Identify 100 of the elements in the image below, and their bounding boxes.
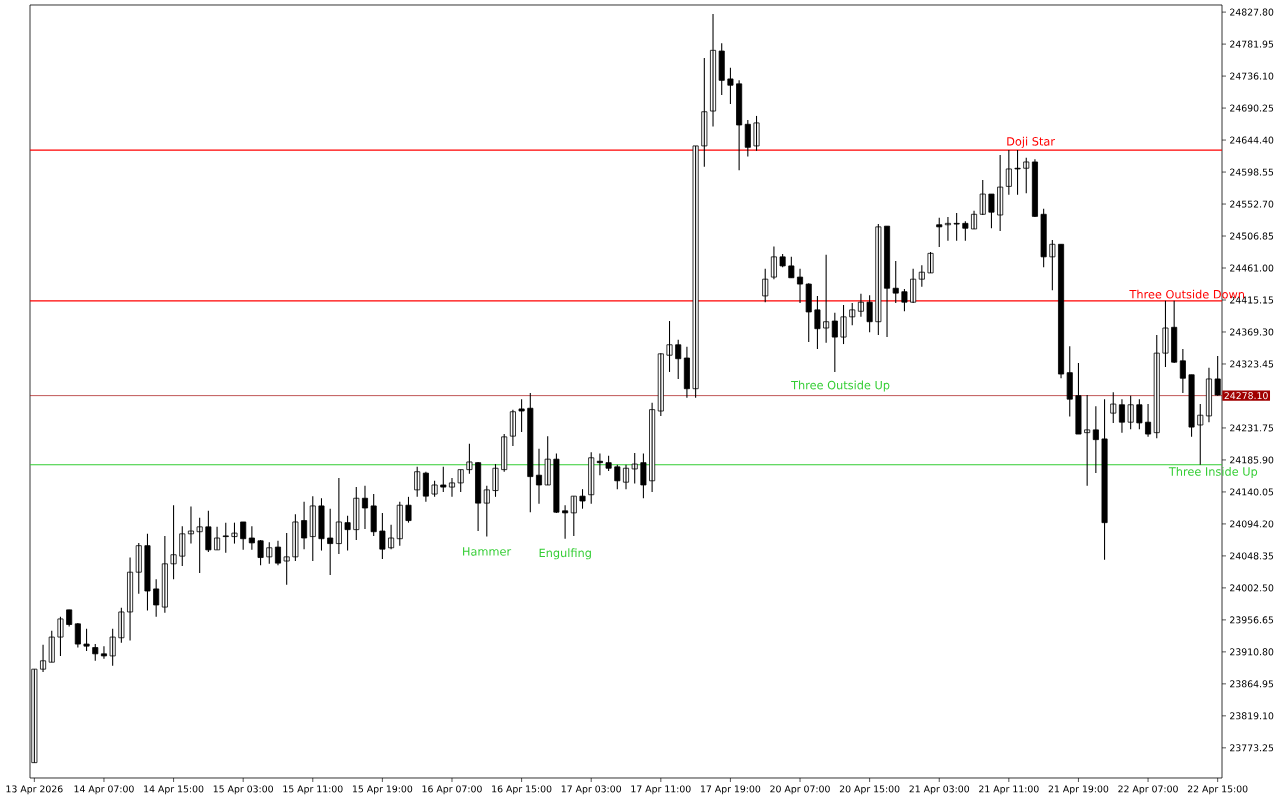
y-tick-label: 24369.30: [1230, 328, 1274, 336]
candlestick: [440, 466, 447, 493]
candlestick: [353, 486, 360, 541]
y-tick-label: 24552.70: [1230, 200, 1274, 208]
x-tick-label: 17 Apr 11:00: [631, 785, 691, 795]
candlestick: [109, 628, 116, 667]
candlestick: [892, 260, 899, 304]
candlestick: [1136, 398, 1143, 430]
candlestick: [727, 67, 734, 105]
y-tick-label: 24002.50: [1230, 584, 1274, 592]
candlestick: [553, 453, 560, 514]
y-tick-label: 23956.65: [1230, 616, 1274, 624]
candlestick: [779, 253, 786, 268]
x-tick-label: 21 Apr 19:00: [1048, 785, 1109, 795]
candlestick: [144, 533, 151, 612]
y-tick-label: 23864.95: [1230, 680, 1274, 688]
candlestick: [1049, 239, 1056, 291]
candlestick: [1101, 398, 1108, 561]
candlestick: [100, 645, 107, 660]
candlestick: [840, 304, 847, 345]
y-tick-label: 24781.95: [1230, 40, 1274, 48]
candlestick: [579, 488, 586, 510]
candlestick: [92, 643, 99, 662]
x-tick-label: 15 Apr 11:00: [283, 785, 343, 795]
x-tick-label: 14 Apr 07:00: [74, 785, 134, 795]
y-tick-label: 23910.80: [1230, 648, 1274, 656]
candlestick: [614, 464, 621, 490]
candlestick: [379, 512, 386, 560]
candlestick: [1110, 391, 1117, 424]
candlestick: [292, 513, 299, 562]
x-tick-label: 20 Apr 15:00: [839, 785, 900, 795]
y-tick-label: 24461.00: [1230, 264, 1274, 272]
candlestick: [518, 398, 525, 433]
candlestick: [1188, 374, 1195, 438]
candlestick: [231, 522, 238, 545]
candlestick: [875, 223, 882, 336]
y-tick-label: 24231.75: [1230, 424, 1274, 432]
candlestick: [544, 435, 551, 486]
candlestick: [457, 469, 464, 493]
y-tick-label: 24736.10: [1230, 72, 1274, 80]
candlestick: [48, 630, 55, 663]
candlestick: [701, 57, 708, 168]
candlestick: [570, 495, 577, 537]
candlestick: [605, 455, 612, 472]
candlestick: [805, 282, 812, 343]
candlestick: [344, 515, 351, 552]
annotation: Three Outside Up: [791, 380, 890, 392]
x-tick-label: 22 Apr 07:00: [1118, 785, 1178, 795]
x-tick-label: 15 Apr 19:00: [352, 785, 413, 795]
candlestick: [631, 452, 638, 485]
candlestick: [962, 220, 969, 242]
x-tick-label: 17 Apr 19:00: [701, 785, 761, 795]
candlestick: [327, 508, 334, 576]
candlestick: [1023, 157, 1030, 194]
y-tick-label: 24506.85: [1230, 232, 1274, 240]
y-tick-label: 24598.55: [1230, 168, 1274, 176]
candlestick: [1127, 395, 1134, 430]
y-tick-label: 24827.80: [1230, 8, 1274, 16]
candlestick: [1040, 208, 1047, 268]
y-tick-label: 23773.25: [1230, 744, 1274, 752]
candlestick: [814, 295, 821, 350]
annotation: Doji Star: [1007, 136, 1055, 148]
candlestick: [222, 522, 229, 554]
y-tick-label: 24140.05: [1230, 488, 1274, 496]
x-tick-label: 21 Apr 11:00: [979, 785, 1039, 795]
candlestick: [405, 496, 412, 524]
x-tick-label: 15 Apr 03:00: [213, 785, 273, 795]
y-tick-label: 23819.10: [1230, 712, 1274, 720]
candlestick: [257, 539, 264, 566]
candlestick: [370, 493, 377, 537]
candlestick: [179, 525, 186, 567]
y-tick-label: 24048.35: [1230, 552, 1274, 560]
candlestick: [170, 504, 177, 580]
candlestick: [266, 541, 273, 565]
candlestick: [666, 320, 673, 373]
candlestick: [1084, 394, 1091, 487]
x-tick-label: 22 Apr 15:00: [1187, 785, 1248, 795]
y-tick-label: 24690.25: [1230, 104, 1274, 112]
x-tick-label: 20 Apr 07:00: [770, 785, 830, 795]
y-tick-label: 24185.90: [1230, 456, 1274, 464]
candlestick: [562, 504, 569, 540]
x-tick-label: 16 Apr 07:00: [422, 785, 482, 795]
candlestick: [1066, 345, 1073, 418]
candlestick: [1075, 362, 1082, 435]
x-tick-label: 21 Apr 03:00: [909, 785, 970, 795]
candlestick: [527, 392, 534, 513]
x-tick-label: 16 Apr 15:00: [492, 785, 552, 795]
annotation: Hammer: [463, 547, 512, 556]
ref-line-label: 24278.10: [1224, 392, 1268, 400]
candlestick: [118, 607, 125, 644]
candlestick: [492, 463, 499, 498]
candlestick: [753, 115, 760, 152]
candlestick: [640, 453, 647, 499]
candlestick: [988, 193, 995, 229]
candlestick: [718, 42, 725, 96]
candlestick: [205, 510, 212, 553]
candlestick: [1197, 403, 1204, 466]
y-tick-label: 24094.20: [1230, 520, 1274, 528]
candlestick: [196, 517, 203, 574]
x-tick-label: 13 Apr 2026: [6, 785, 63, 795]
